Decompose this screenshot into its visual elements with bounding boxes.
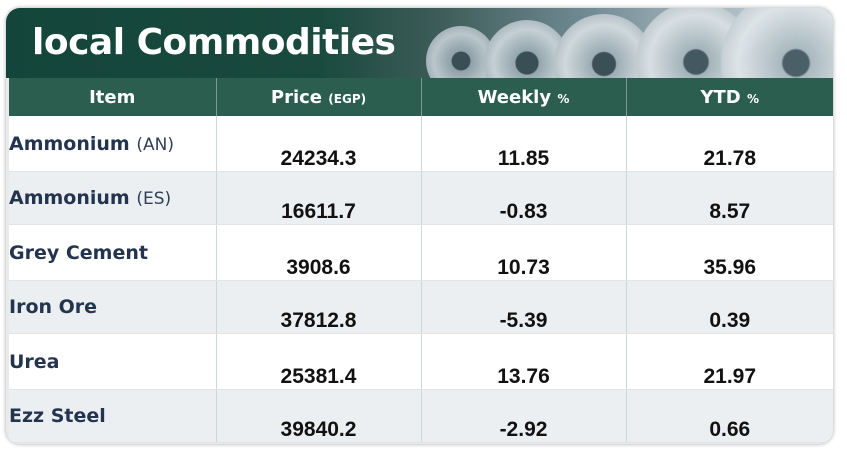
weekly-cell: 11.85 xyxy=(421,116,627,172)
table-row: Urea 25381.4 13.76 21.97 xyxy=(9,333,833,390)
item-name: Ammonium xyxy=(9,132,130,155)
steel-coils-banner: local Commodities xyxy=(6,8,833,78)
item-name: Ezz Steel xyxy=(9,405,106,427)
ytd-cell: 21.97 xyxy=(626,333,833,390)
column-header-weekly-label: Weekly xyxy=(477,86,552,108)
item-cell: Iron Ore xyxy=(9,280,217,334)
column-header-weekly-unit: % xyxy=(557,91,570,106)
steel-coil-image xyxy=(721,8,833,78)
column-header-price: Price (EGP) xyxy=(216,78,422,116)
commodities-card: local Commodities Item Price (EGP) Weekl… xyxy=(6,8,833,444)
weekly-cell: -0.83 xyxy=(421,171,627,225)
item-code: (ES) xyxy=(136,189,172,209)
price-cell: 25381.4 xyxy=(216,333,422,390)
ytd-cell: 0.39 xyxy=(626,280,833,334)
weekly-cell: -5.39 xyxy=(421,280,627,334)
column-header-price-label: Price xyxy=(270,86,323,108)
item-cell: Ezz Steel xyxy=(9,389,217,443)
column-header-weekly: Weekly % xyxy=(421,78,627,116)
column-header-item: Item xyxy=(9,78,217,116)
table-row: Iron Ore 37812.8 -5.39 0.39 xyxy=(9,280,833,334)
column-header-ytd-unit: % xyxy=(747,91,760,106)
ytd-cell: 21.78 xyxy=(626,116,833,172)
item-name: Iron Ore xyxy=(9,296,98,318)
item-cell: Ammonium (ES) xyxy=(9,171,217,225)
column-header-item-label: Item xyxy=(89,86,136,108)
price-cell: 39840.2 xyxy=(216,389,422,443)
item-cell: Urea xyxy=(9,333,217,390)
table-row: Ammonium (ES) 16611.7 -0.83 8.57 xyxy=(9,171,833,225)
column-header-ytd: YTD % xyxy=(626,78,833,116)
price-cell: 3908.6 xyxy=(216,224,422,281)
weekly-cell: 13.76 xyxy=(421,333,627,390)
price-cell: 37812.8 xyxy=(216,280,422,334)
weekly-cell: -2.92 xyxy=(421,389,627,443)
ytd-cell: 8.57 xyxy=(626,171,833,225)
column-header-price-unit: (EGP) xyxy=(328,91,367,106)
weekly-cell: 10.73 xyxy=(421,224,627,281)
price-cell: 16611.7 xyxy=(216,171,422,225)
column-header-ytd-label: YTD xyxy=(700,86,741,108)
item-name: Ammonium xyxy=(9,187,130,209)
item-name: Urea xyxy=(9,350,60,373)
commodities-table: Item Price (EGP) Weekly % YTD % Ammonium… xyxy=(9,78,833,443)
price-cell: 24234.3 xyxy=(216,116,422,172)
table-row: Ezz Steel 39840.2 -2.92 0.66 xyxy=(9,389,833,443)
ytd-cell: 0.66 xyxy=(626,389,833,443)
ytd-cell: 35.96 xyxy=(626,224,833,281)
item-cell: Grey Cement xyxy=(9,224,217,281)
table-row: Ammonium (AN) 24234.3 11.85 21.78 xyxy=(9,116,833,172)
item-code: (AN) xyxy=(136,134,174,155)
table-header-row: Item Price (EGP) Weekly % YTD % xyxy=(9,78,833,116)
page-title: local Commodities xyxy=(32,22,396,63)
item-cell: Ammonium (AN) xyxy=(9,116,217,172)
item-name: Grey Cement xyxy=(9,241,148,264)
table-row: Grey Cement 3908.6 10.73 35.96 xyxy=(9,224,833,281)
